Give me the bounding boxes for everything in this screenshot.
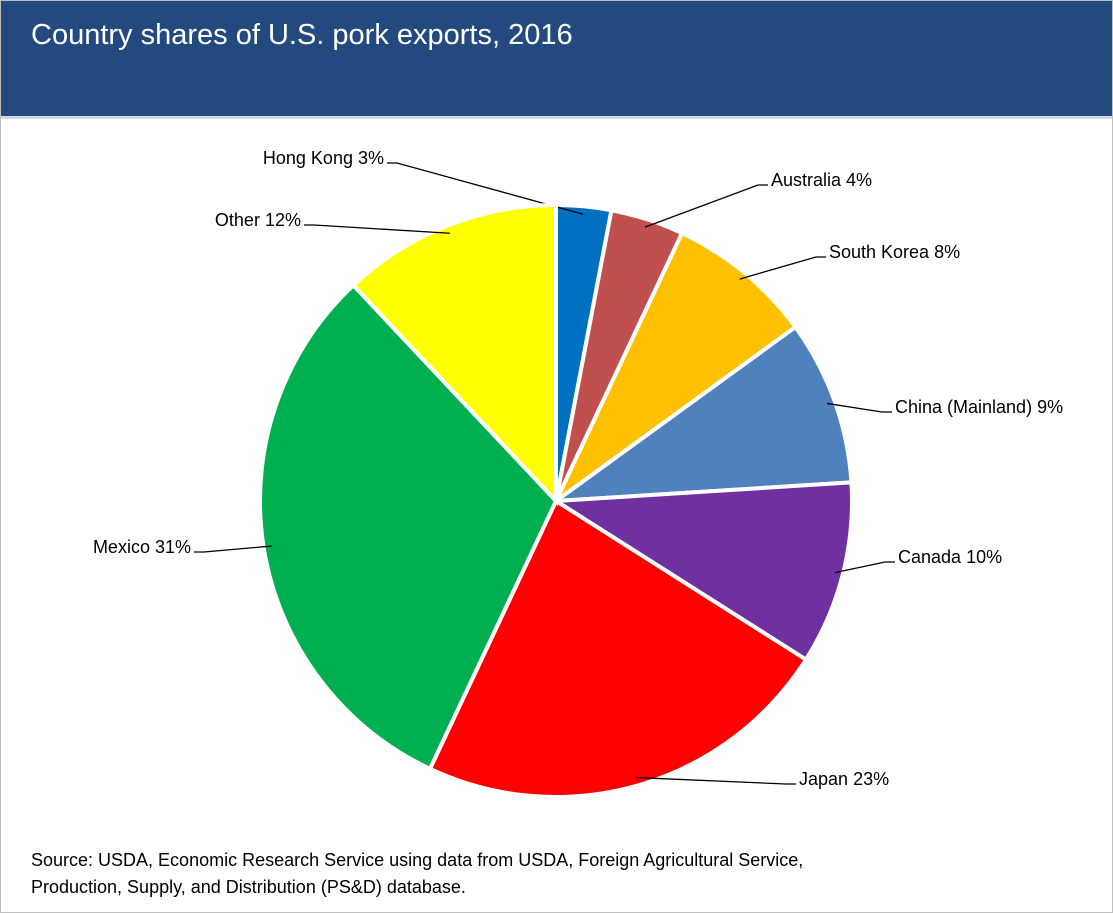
- slice-label: South Korea 8%: [829, 242, 960, 262]
- slice-label: China (Mainland) 9%: [895, 397, 1063, 417]
- category-name: Canada: [898, 547, 962, 567]
- slice-label: Japan 23%: [799, 769, 889, 789]
- value-label: 3%: [358, 148, 384, 168]
- category-name: Other: [215, 210, 260, 230]
- pie-slice: [350, 202, 558, 507]
- leader-line: [834, 561, 895, 574]
- pie-slice: [554, 230, 799, 503]
- leader-line: [644, 184, 768, 228]
- leader-line: [636, 776, 796, 785]
- category-name: China (Mainland): [895, 397, 1032, 417]
- category-name: South Korea: [829, 242, 930, 262]
- pie-slice: [427, 498, 809, 799]
- value-label: 10%: [966, 547, 1002, 567]
- slice-label: Other 12%: [215, 210, 301, 230]
- slice-label: Mexico 31%: [93, 537, 191, 557]
- value-label: 23%: [853, 769, 889, 789]
- category-name: Hong Kong: [263, 148, 353, 168]
- pie-slice: [549, 324, 854, 504]
- value-label: 4%: [846, 170, 872, 190]
- value-label: 12%: [265, 210, 301, 230]
- category-name: Japan: [799, 769, 848, 789]
- header: Country shares of U.S. pork exports, 201…: [1, 1, 1112, 119]
- slice-label: Australia 4%: [771, 170, 872, 190]
- value-label: 9%: [1037, 397, 1063, 417]
- slice-label: Hong Kong 3%: [263, 148, 384, 168]
- pie-slice: [549, 480, 854, 663]
- slice-label: Canada 10%: [898, 547, 1002, 567]
- chart-title: Country shares of U.S. pork exports, 201…: [31, 19, 573, 51]
- leader-line: [387, 162, 584, 215]
- leader-line: [739, 256, 826, 280]
- value-label: 8%: [934, 242, 960, 262]
- category-name: Mexico: [93, 537, 150, 557]
- category-name: Australia: [771, 170, 842, 190]
- leader-line: [194, 545, 272, 553]
- value-label: 31%: [155, 537, 191, 557]
- leader-line: [304, 224, 451, 234]
- source-note: Source: USDA, Economic Research Service …: [31, 850, 804, 897]
- leader-line: [826, 402, 892, 413]
